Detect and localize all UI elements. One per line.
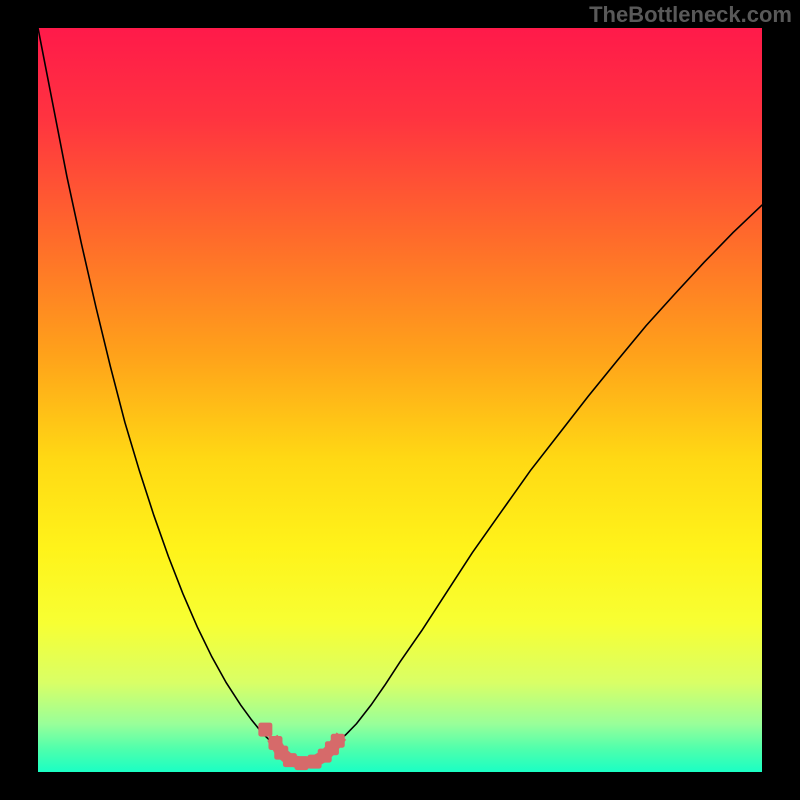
plot-area	[38, 28, 762, 772]
gradient-background	[38, 28, 762, 772]
plot-svg	[38, 28, 762, 772]
marker-point-7	[331, 734, 345, 748]
marker-loose	[258, 723, 272, 737]
marker-point-3	[295, 756, 309, 770]
chart-stage: TheBottleneck.com	[0, 0, 800, 800]
watermark-text: TheBottleneck.com	[589, 2, 792, 28]
